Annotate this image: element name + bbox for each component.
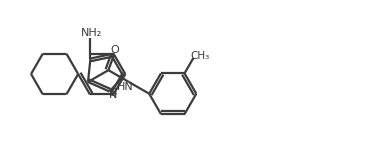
Text: N: N xyxy=(109,90,118,100)
Text: S: S xyxy=(109,88,116,99)
Text: HN: HN xyxy=(117,82,133,92)
Text: CH₃: CH₃ xyxy=(191,51,210,61)
Text: NH₂: NH₂ xyxy=(81,28,102,38)
Text: O: O xyxy=(111,45,119,55)
